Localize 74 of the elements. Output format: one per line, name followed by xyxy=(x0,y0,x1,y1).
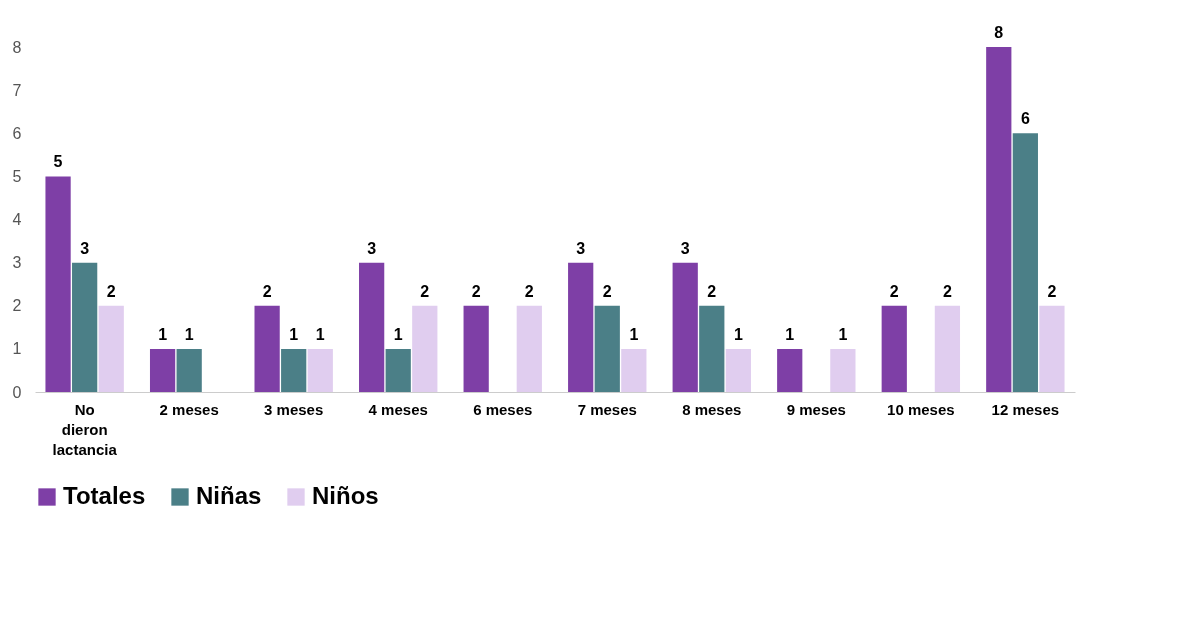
data-label: 1 xyxy=(785,325,795,343)
data-label: 1 xyxy=(838,325,848,343)
data-label: 2 xyxy=(1047,282,1057,300)
bar xyxy=(463,305,489,392)
bar xyxy=(516,305,542,392)
x-tick-label: 12 meses xyxy=(991,400,1060,418)
bar xyxy=(98,305,124,392)
x-tick-label: 9 meses xyxy=(786,400,846,418)
data-label: 1 xyxy=(393,325,403,343)
data-label: 1 xyxy=(184,325,194,343)
data-label: 2 xyxy=(106,282,116,300)
data-label: 2 xyxy=(942,282,952,300)
bar xyxy=(568,262,594,392)
bar xyxy=(254,305,280,392)
bar xyxy=(725,348,751,392)
bar xyxy=(1012,133,1038,392)
y-tick-label: 7 xyxy=(12,81,22,99)
bar xyxy=(359,262,385,392)
data-label: 2 xyxy=(602,282,612,300)
data-label: 1 xyxy=(629,325,639,343)
x-tick-label: 4 meses xyxy=(368,400,428,418)
legend-label: Niñas xyxy=(196,482,262,509)
data-label: 2 xyxy=(262,282,272,300)
y-tick-label: 1 xyxy=(12,340,22,358)
data-label: 2 xyxy=(471,282,481,300)
data-label: 3 xyxy=(576,239,586,257)
x-tick-label: No dieron lactancia xyxy=(52,400,118,458)
data-label: 1 xyxy=(158,325,168,343)
x-tick-label: 3 meses xyxy=(264,400,324,418)
bar xyxy=(986,47,1012,392)
data-label: 3 xyxy=(80,239,90,257)
x-tick-label: 8 meses xyxy=(682,400,742,418)
data-label: 2 xyxy=(707,282,717,300)
legend-label: Totales xyxy=(63,482,146,509)
bar xyxy=(149,348,176,392)
bar xyxy=(176,348,202,392)
bar xyxy=(777,348,803,392)
bar xyxy=(881,305,907,392)
y-tick-label: 3 xyxy=(12,254,22,272)
data-label: 1 xyxy=(289,325,299,343)
data-label: 2 xyxy=(889,282,899,300)
bar xyxy=(699,305,725,392)
data-label: 3 xyxy=(680,239,690,257)
bar xyxy=(934,305,961,392)
bar xyxy=(412,305,438,392)
bar xyxy=(45,176,71,392)
data-label: 2 xyxy=(420,282,430,300)
x-tick-label: 6 meses xyxy=(473,400,533,418)
bar xyxy=(1039,305,1065,392)
y-tick-label: 5 xyxy=(12,167,22,185)
y-tick-label: 8 xyxy=(12,38,22,56)
bar xyxy=(72,262,98,392)
bar xyxy=(281,348,307,392)
legend-label: Niños xyxy=(312,482,379,509)
y-tick-label: 2 xyxy=(12,297,22,315)
bar xyxy=(621,348,647,392)
data-label: 1 xyxy=(315,325,325,343)
bar xyxy=(830,348,856,392)
bar xyxy=(672,262,698,392)
y-tick-label: 6 xyxy=(12,124,22,142)
bar xyxy=(385,348,411,392)
x-tick-label: 7 meses xyxy=(577,400,637,418)
data-label: 1 xyxy=(733,325,743,343)
data-label: 3 xyxy=(367,239,377,257)
bar xyxy=(307,348,333,392)
data-label: 6 xyxy=(1020,110,1030,128)
x-tick-label: 10 meses xyxy=(887,400,955,418)
data-label: 8 xyxy=(994,24,1004,41)
data-label: 5 xyxy=(53,153,63,171)
y-tick-label: 4 xyxy=(12,211,22,228)
y-tick-label: 0 xyxy=(12,383,22,401)
x-tick-label: 2 meses xyxy=(159,400,219,418)
bar xyxy=(594,305,620,392)
data-label: 2 xyxy=(524,282,534,300)
